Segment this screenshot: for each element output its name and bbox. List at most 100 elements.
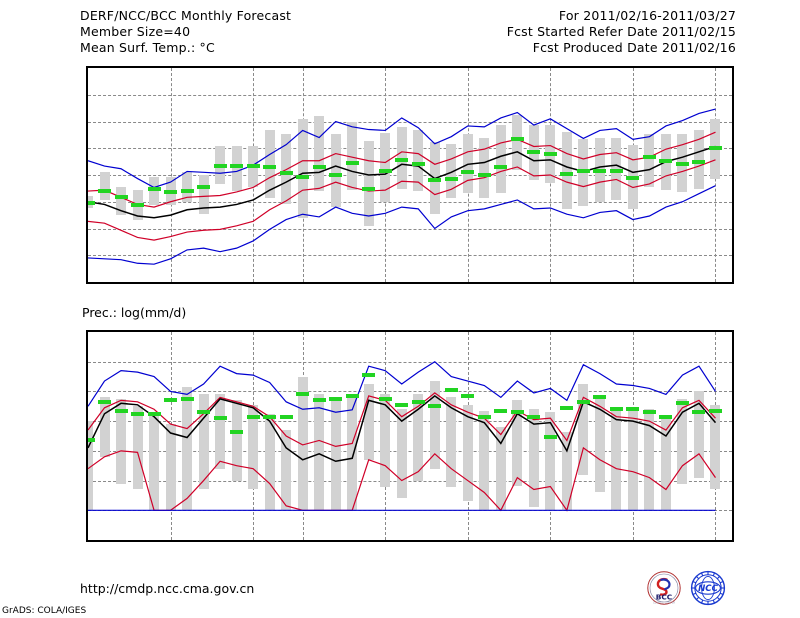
- climatology-marker: [708, 146, 722, 151]
- climatology-marker: [296, 392, 310, 397]
- gridline-horizontal: [88, 391, 732, 393]
- climatology-marker: [510, 137, 524, 142]
- climatology-marker: [197, 185, 211, 190]
- ensemble-spread-bar: [644, 409, 655, 511]
- series-line-lower-quartile: [88, 159, 716, 241]
- climatology-marker: [510, 410, 524, 415]
- series-line-min: [88, 185, 716, 265]
- ensemble-spread-bar: [215, 394, 226, 469]
- ensemble-spread-bar: [347, 121, 358, 191]
- ensemble-spread-bar: [182, 386, 193, 511]
- ensemble-spread-bar: [99, 172, 110, 200]
- chart-header: DERF/NCC/BCC Monthly Forecast Member Siz…: [0, 0, 800, 62]
- header-member-size: Member Size=40: [80, 24, 191, 39]
- header-forecast-period: For 2011/02/16-2011/03/27: [558, 8, 736, 23]
- ensemble-spread-bar: [363, 384, 374, 460]
- ensemble-spread-bar: [165, 424, 176, 511]
- gridline-horizontal: [88, 201, 732, 203]
- ensemble-spread-bar: [578, 384, 589, 475]
- climatology-marker: [180, 189, 194, 194]
- gridline-horizontal: [88, 421, 732, 423]
- climatology-marker: [345, 393, 359, 398]
- climatology-marker: [98, 189, 111, 194]
- ensemble-spread-bar: [693, 391, 704, 478]
- climatology-marker: [428, 178, 442, 183]
- ensemble-spread-bar: [413, 394, 424, 481]
- header-right-block: For 2011/02/16-2011/03/27 Fcst Started R…: [507, 8, 736, 56]
- climatology-marker: [461, 393, 475, 398]
- climatology-marker: [362, 373, 376, 378]
- plot-area-temperature: -6-3036912151816FEB21FEB26FEB1MAR6MAR11M…: [88, 68, 732, 282]
- ensemble-spread-bar: [231, 146, 242, 192]
- climatology-marker: [692, 410, 706, 415]
- climatology-marker: [180, 396, 194, 401]
- ensemble-spread-bar: [446, 143, 457, 199]
- climatology-marker: [345, 161, 359, 166]
- climatology-marker: [411, 162, 425, 167]
- ncc-logo: NCC: [690, 570, 726, 606]
- ensemble-spread-bar: [132, 406, 143, 490]
- climatology-marker: [609, 168, 623, 173]
- climatology-marker: [296, 174, 310, 179]
- header-start-refer-date: Fcst Started Refer Date 2011/02/15: [506, 24, 736, 39]
- climatology-marker: [263, 414, 277, 419]
- series-line-upper-quartile: [88, 392, 716, 448]
- climatology-marker: [609, 407, 623, 412]
- ensemble-spread-bar: [281, 430, 292, 511]
- cmdp-url[interactable]: http://cmdp.ncc.cma.gov.cn: [80, 581, 255, 596]
- climatology-marker: [312, 398, 326, 403]
- climatology-marker: [164, 189, 178, 194]
- climatology-marker: [659, 158, 673, 163]
- ensemble-spread-bar: [561, 132, 572, 209]
- gridline-horizontal: [88, 228, 732, 230]
- svg-text:CLIMATE CENTER: CLIMATE CENTER: [653, 601, 675, 605]
- climatology-marker: [197, 410, 211, 415]
- ensemble-spread-bar: [281, 133, 292, 204]
- ensemble-spread-bar: [88, 421, 93, 511]
- header-variable-temp: Mean Surf. Temp.: °C: [80, 40, 215, 55]
- grads-credit: GrADS: COLA/IGES: [2, 606, 87, 616]
- ensemble-spread-bar: [545, 412, 556, 511]
- panel-precipitation: Prec.: log(mm/d) -5-4-3-2-101216FEB21FEB…: [82, 306, 734, 542]
- series-line-mean: [88, 145, 716, 219]
- climatology-marker: [147, 187, 161, 192]
- climatology-marker: [527, 414, 541, 419]
- climatology-marker: [88, 200, 95, 205]
- ensemble-spread-bar: [479, 410, 490, 511]
- ensemble-spread-bar: [677, 398, 688, 484]
- climatology-marker: [164, 398, 178, 403]
- climatology-marker: [494, 164, 508, 169]
- climatology-marker: [642, 155, 656, 160]
- climatology-marker: [88, 438, 95, 443]
- climatology-marker: [444, 176, 458, 181]
- climatology-marker: [444, 387, 458, 392]
- ensemble-spread-bar: [627, 407, 638, 511]
- plot-frame-precipitation: -5-4-3-2-101216FEB21FEB26FEB1MAR6MAR11MA…: [86, 330, 734, 542]
- climatology-marker: [329, 173, 343, 177]
- series-line-lower-quartile: [88, 446, 716, 512]
- gridline-horizontal: [88, 361, 732, 363]
- climatology-marker: [230, 429, 244, 434]
- ensemble-spread-bar: [380, 394, 391, 487]
- climatology-marker: [263, 164, 277, 169]
- ensemble-spread-bar: [198, 394, 209, 490]
- climatology-marker: [378, 169, 392, 174]
- bcc-logo: BCC CLIMATE CENTER: [646, 570, 682, 606]
- climatology-marker: [675, 401, 689, 406]
- ensemble-spread-bar: [512, 115, 523, 170]
- ensemble-spread-bar: [380, 133, 391, 202]
- climatology-marker: [230, 164, 244, 169]
- climatology-marker: [576, 399, 590, 404]
- ensemble-spread-bar: [462, 404, 473, 502]
- header-produced-date: Fcst Produced Date 2011/02/16: [532, 40, 736, 55]
- ensemble-spread-bar: [495, 125, 506, 193]
- plot-frame-temperature: -6-3036912151816FEB21FEB26FEB1MAR6MAR11M…: [86, 66, 734, 284]
- climatology-marker: [626, 175, 640, 180]
- climatology-marker: [560, 172, 574, 177]
- ensemble-spread-bar: [561, 431, 572, 511]
- ensemble-spread-bar: [198, 175, 209, 215]
- climatology-marker: [692, 159, 706, 164]
- climatology-marker: [477, 414, 491, 419]
- climatology-marker: [279, 414, 293, 419]
- series-line-max: [88, 108, 716, 189]
